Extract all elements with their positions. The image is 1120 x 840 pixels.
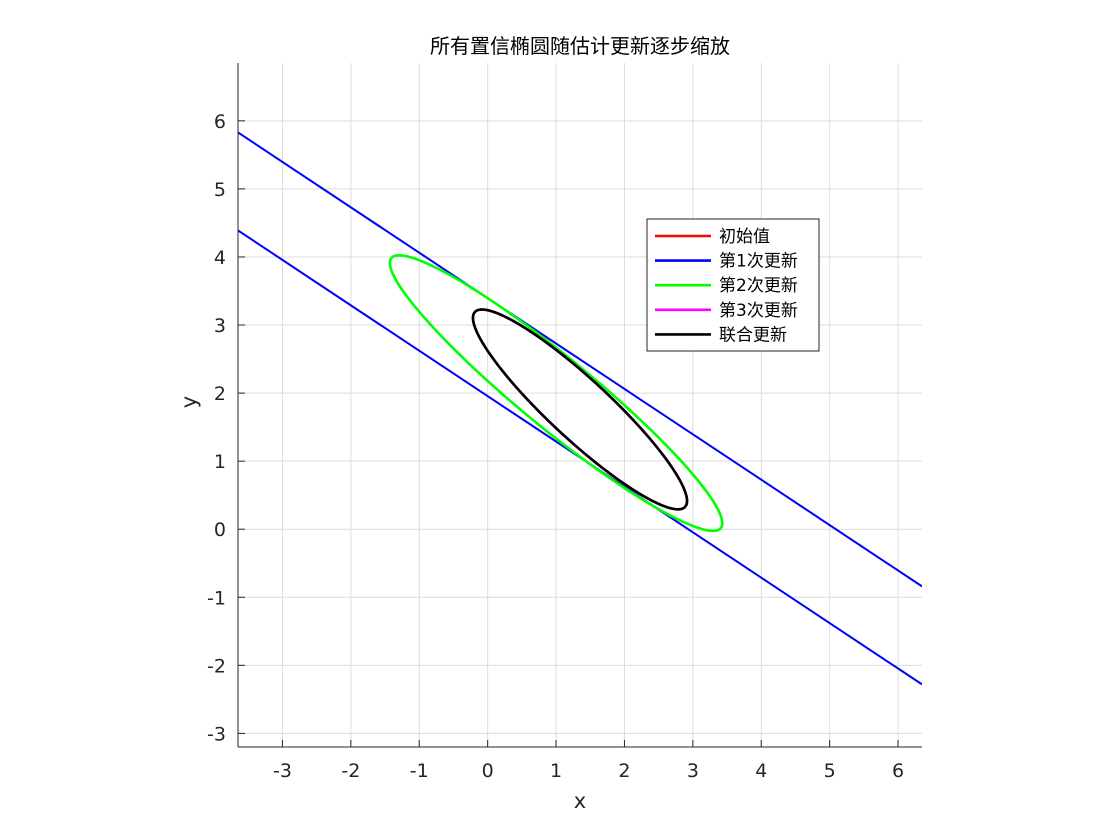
x-tick-label: 2 [618, 760, 630, 782]
legend-label: 联合更新 [719, 325, 787, 345]
y-tick-labels: -3 -2 -1 0 1 2 3 4 5 6 [207, 111, 226, 746]
x-tick-label: 4 [755, 760, 767, 782]
y-tick-label: -2 [207, 655, 226, 677]
y-tick-label: -1 [207, 587, 226, 609]
legend-label: 第2次更新 [719, 276, 798, 296]
x-tick-label: 3 [687, 760, 699, 782]
y-tick-label: 2 [214, 383, 226, 405]
x-tick-label: -3 [273, 760, 292, 782]
x-axis-label: x [574, 789, 586, 813]
x-tick-labels: -3 -2 -1 0 1 2 3 4 5 6 [273, 760, 904, 782]
legend-label: 第1次更新 [719, 252, 798, 272]
y-tick-label: 5 [214, 179, 226, 201]
series-layer [238, 131, 922, 686]
chart-title: 所有置信椭圆随估计更新逐步缩放 [430, 34, 730, 58]
y-tick-label: 6 [214, 111, 226, 133]
series-1-line-0 [238, 131, 922, 588]
series-4-ellipse [471, 308, 689, 511]
y-tick-label: 1 [214, 451, 226, 473]
x-tick-label: 0 [482, 760, 494, 782]
y-tick-label: 4 [214, 247, 226, 269]
ticks [238, 120, 899, 747]
x-tick-label: 6 [892, 760, 904, 782]
y-tick-label: 3 [214, 315, 226, 337]
x-tick-label: 5 [824, 760, 836, 782]
x-tick-label: -2 [341, 760, 360, 782]
x-tick-label: 1 [550, 760, 562, 782]
y-tick-label: -3 [207, 723, 226, 745]
grid [238, 63, 922, 747]
x-tick-label: -1 [410, 760, 429, 782]
legend-label: 初始值 [719, 227, 770, 247]
series-2-ellipse [388, 253, 724, 533]
y-tick-label: 0 [214, 519, 226, 541]
y-axis-label: y [177, 396, 201, 408]
plot-area [238, 131, 922, 686]
legend-label: 第3次更新 [719, 301, 798, 321]
